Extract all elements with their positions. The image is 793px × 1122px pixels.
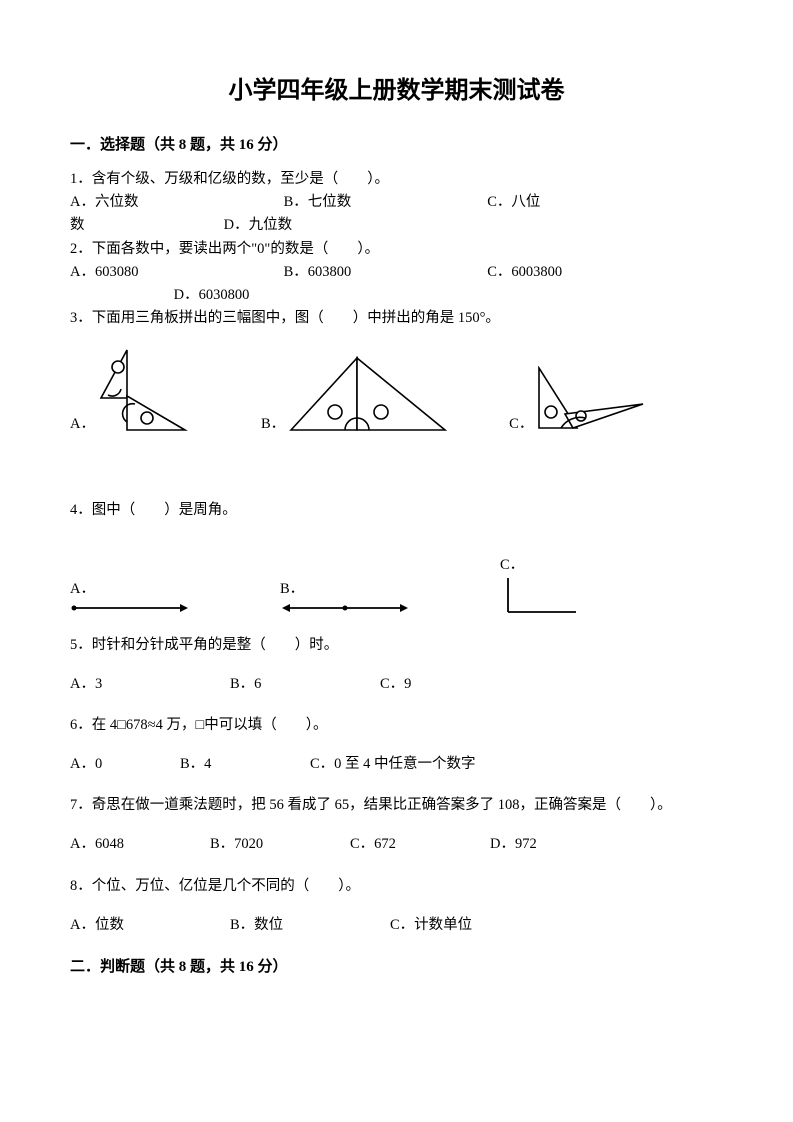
q7-opt-a: A．6048	[70, 833, 210, 856]
q6-opt-b: B．4	[180, 753, 310, 776]
q8-text: 8．个位、万位、亿位是几个不同的（ ）。	[70, 875, 723, 898]
q6-opt-a: A．0	[70, 753, 180, 776]
q3-label-a: A．	[70, 412, 95, 439]
q6-text: 6．在 4□678≈4 万，□中可以填（ ）。	[70, 714, 723, 737]
q5-opt-b: B．6	[230, 673, 380, 696]
q1-opt-c-suffix: 数	[70, 214, 220, 237]
q6-options: A．0 B．4 C．0 至 4 中任意一个数字	[70, 753, 723, 776]
q4-figure-b	[280, 600, 410, 616]
q3-text: 3．下面用三角板拼出的三幅图中，图（ ）中拼出的角是 150°。	[70, 307, 723, 330]
q3-figure-a	[99, 348, 191, 439]
q1-opt-c-prefix: C．八位	[487, 191, 540, 214]
page-title: 小学四年级上册数学期末测试卷	[70, 70, 723, 105]
q4-text: 4．图中（ ）是周角。	[70, 499, 723, 522]
q5-options: A．3 B．6 C．9	[70, 673, 723, 696]
q4-figure-c	[500, 576, 580, 616]
section-2-header: 二．判断题（共 8 题，共 16 分）	[70, 955, 723, 976]
q3-figure-c	[537, 366, 647, 439]
q5-text: 5．时针和分针成平角的是整（ ）时。	[70, 634, 723, 657]
q8-opt-b: B．数位	[230, 914, 390, 937]
q5-opt-a: A．3	[70, 673, 230, 696]
q4-label-c: C．	[500, 553, 524, 574]
q1-text: 1．含有个级、万级和亿级的数，至少是（ ）。	[70, 168, 723, 191]
q6-opt-c: C．0 至 4 中任意一个数字	[310, 753, 476, 776]
q1-options-line1: A．六位数 B．七位数 C．八位	[70, 191, 723, 214]
q2-options-line2: D．6030800	[70, 284, 723, 307]
q2-options-line1: A．603080 B．603800 C．6003800	[70, 261, 723, 284]
q2-opt-b: B．603800	[284, 261, 484, 284]
q7-opt-b: B．7020	[210, 833, 350, 856]
q7-options: A．6048 B．7020 C．672 D．972	[70, 833, 723, 856]
q3-label-b: B．	[261, 412, 285, 439]
q4-figure-a	[70, 600, 190, 616]
q8-opt-a: A．位数	[70, 914, 230, 937]
q8-options: A．位数 B．数位 C．计数单位	[70, 914, 723, 937]
q1-opt-a: A．六位数	[70, 191, 280, 214]
q3-figures: A． B． C．	[70, 348, 723, 439]
section-1-header: 一．选择题（共 8 题，共 16 分）	[70, 133, 723, 154]
q7-opt-d: D．972	[490, 833, 537, 856]
q2-text: 2．下面各数中，要读出两个"0"的数是（ ）。	[70, 238, 723, 261]
q4-label-a: A．	[70, 577, 95, 598]
q3-figure-b	[289, 356, 449, 439]
q7-text: 7．奇思在做一道乘法题时，把 56 看成了 65，结果比正确答案多了 108，正…	[70, 794, 723, 817]
q4-figures: A． B． C．	[70, 553, 723, 616]
q2-opt-c: C．6003800	[487, 261, 562, 284]
q1-options-line2: 数 D．九位数	[70, 214, 723, 237]
q4-label-b: B．	[280, 577, 304, 598]
q2-opt-d: D．6030800	[174, 284, 250, 307]
q3-label-c: C．	[509, 412, 533, 439]
q2-opt-a: A．603080	[70, 261, 280, 284]
q8-opt-c: C．计数单位	[390, 914, 472, 937]
q7-opt-c: C．672	[350, 833, 490, 856]
q1-opt-b: B．七位数	[284, 191, 484, 214]
q1-opt-d: D．九位数	[224, 214, 292, 237]
q5-opt-c: C．9	[380, 673, 411, 696]
